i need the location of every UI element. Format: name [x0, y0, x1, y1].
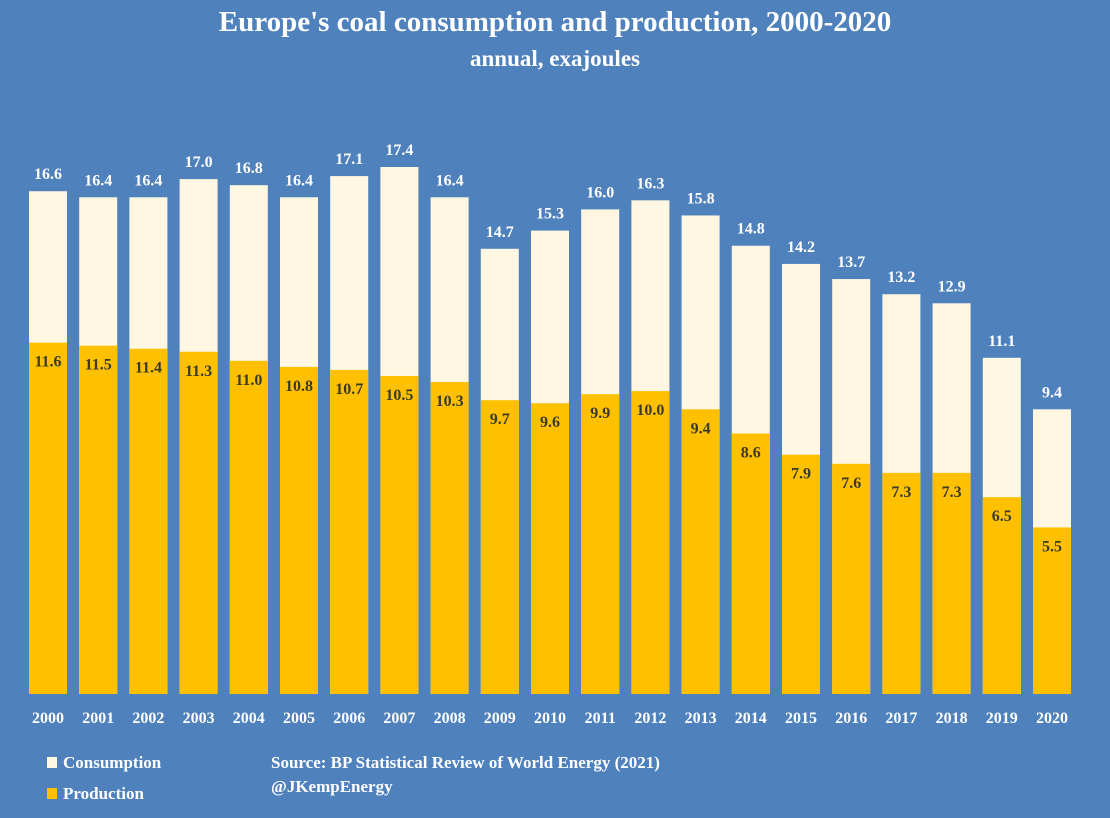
data-label-production-2019: 6.5	[992, 508, 1012, 525]
bar-production-2008	[430, 382, 469, 694]
data-label-consumption-2000: 16.6	[34, 166, 62, 183]
bar-production-2020	[1033, 527, 1071, 694]
source-note: Source: BP Statistical Review of World E…	[271, 753, 660, 772]
x-tick-label-2020: 2020	[1036, 710, 1068, 727]
bar-production-2009	[480, 400, 519, 694]
bar-production-2010	[531, 403, 569, 694]
data-label-consumption-2010: 15.3	[536, 206, 564, 223]
x-tick-label-2013: 2013	[685, 710, 717, 727]
data-label-consumption-2019: 11.1	[988, 333, 1015, 350]
data-label-consumption-2007: 17.4	[385, 142, 413, 159]
data-label-consumption-2001: 16.4	[84, 172, 112, 189]
data-label-consumption-2005: 16.4	[285, 172, 313, 189]
data-label-consumption-2006: 17.1	[335, 151, 363, 168]
x-tick-label-2011: 2011	[585, 710, 616, 727]
data-label-production-2012: 10.0	[636, 402, 664, 419]
x-tick-label-2000: 2000	[32, 710, 64, 727]
data-label-production-2003: 11.3	[185, 363, 212, 380]
x-tick-label-2007: 2007	[383, 710, 415, 727]
data-label-production-2000: 11.6	[34, 354, 61, 371]
x-tick-label-2005: 2005	[283, 710, 315, 727]
data-label-production-2005: 10.8	[285, 378, 313, 395]
bar-production-2016	[832, 463, 871, 694]
data-label-consumption-2015: 14.2	[787, 239, 815, 256]
data-label-consumption-2008: 16.4	[436, 172, 464, 189]
data-label-production-2004: 11.0	[235, 372, 262, 389]
data-label-production-2020: 5.5	[1042, 538, 1062, 555]
data-label-consumption-2014: 14.8	[737, 221, 765, 238]
legend-label-consumption: Consumption	[63, 753, 162, 772]
data-label-consumption-2009: 14.7	[486, 224, 514, 241]
legend-label-production: Production	[63, 784, 144, 803]
bar-production-2006	[330, 369, 369, 694]
x-tick-label-2015: 2015	[785, 710, 817, 727]
data-label-production-2016: 7.6	[841, 475, 861, 492]
legend-item-production: Production	[47, 784, 144, 804]
data-label-production-2017: 7.3	[891, 484, 911, 501]
data-label-consumption-2017: 13.2	[887, 269, 915, 286]
data-label-consumption-2013: 15.8	[687, 190, 715, 207]
data-label-consumption-2012: 16.3	[636, 175, 664, 192]
bar-production-2011	[581, 394, 620, 694]
data-label-consumption-2011: 16.0	[586, 184, 614, 201]
x-tick-label-2012: 2012	[634, 710, 666, 727]
bar-production-2017	[882, 472, 921, 694]
data-label-consumption-2020: 9.4	[1042, 384, 1062, 401]
author-handle: @JKempEnergy	[271, 777, 393, 796]
legend-item-consumption: Consumption	[47, 753, 161, 773]
data-label-production-2010: 9.6	[540, 414, 560, 431]
x-tick-label-2001: 2001	[82, 710, 114, 727]
data-label-production-2006: 10.7	[335, 381, 363, 398]
bar-production-2007	[380, 375, 419, 694]
bar-production-2005	[280, 366, 318, 694]
data-label-production-2007: 10.5	[385, 387, 413, 404]
data-label-production-2014: 8.6	[741, 445, 761, 462]
x-tick-label-2004: 2004	[233, 710, 265, 727]
x-tick-label-2014: 2014	[735, 710, 767, 727]
data-label-consumption-2003: 17.0	[185, 154, 213, 171]
bar-production-2015	[782, 454, 820, 694]
x-tick-label-2017: 2017	[885, 710, 917, 727]
x-tick-label-2009: 2009	[484, 710, 516, 727]
data-label-production-2013: 9.4	[691, 420, 711, 437]
bar-production-2000	[29, 342, 67, 694]
data-label-production-2011: 9.9	[590, 405, 610, 422]
x-tick-label-2018: 2018	[936, 710, 968, 727]
bar-production-2003	[179, 351, 218, 694]
data-label-consumption-2016: 13.7	[837, 254, 865, 271]
legend-swatch-production	[47, 788, 57, 799]
bar-production-2014	[731, 433, 770, 694]
bar-production-2002	[129, 348, 168, 694]
x-tick-label-2002: 2002	[132, 710, 164, 727]
bar-production-2004	[229, 360, 268, 694]
data-label-production-2018: 7.3	[942, 484, 962, 501]
chart-subtitle: annual, exajoules	[470, 46, 640, 71]
x-tick-label-2008: 2008	[434, 710, 466, 727]
data-label-production-2008: 10.3	[436, 393, 464, 410]
legend-swatch-consumption	[47, 757, 57, 768]
data-label-production-2002: 11.4	[135, 360, 162, 377]
data-label-consumption-2018: 12.9	[938, 278, 966, 295]
x-tick-label-2010: 2010	[534, 710, 566, 727]
data-label-production-2009: 9.7	[490, 411, 510, 428]
bar-production-2012	[631, 391, 670, 694]
data-label-consumption-2004: 16.8	[235, 160, 263, 177]
bar-production-2013	[681, 409, 720, 694]
x-tick-label-2019: 2019	[986, 710, 1018, 727]
x-tick-label-2016: 2016	[835, 710, 867, 727]
x-tick-label-2006: 2006	[333, 710, 365, 727]
data-label-consumption-2002: 16.4	[134, 172, 162, 189]
data-label-production-2015: 7.9	[791, 466, 811, 483]
x-tick-label-2003: 2003	[183, 710, 215, 727]
bar-production-2001	[79, 345, 118, 694]
bar-production-2019	[982, 497, 1021, 694]
data-label-production-2001: 11.5	[85, 357, 112, 374]
bar-production-2018	[932, 472, 971, 694]
chart-title: Europe's coal consumption and production…	[218, 6, 892, 38]
